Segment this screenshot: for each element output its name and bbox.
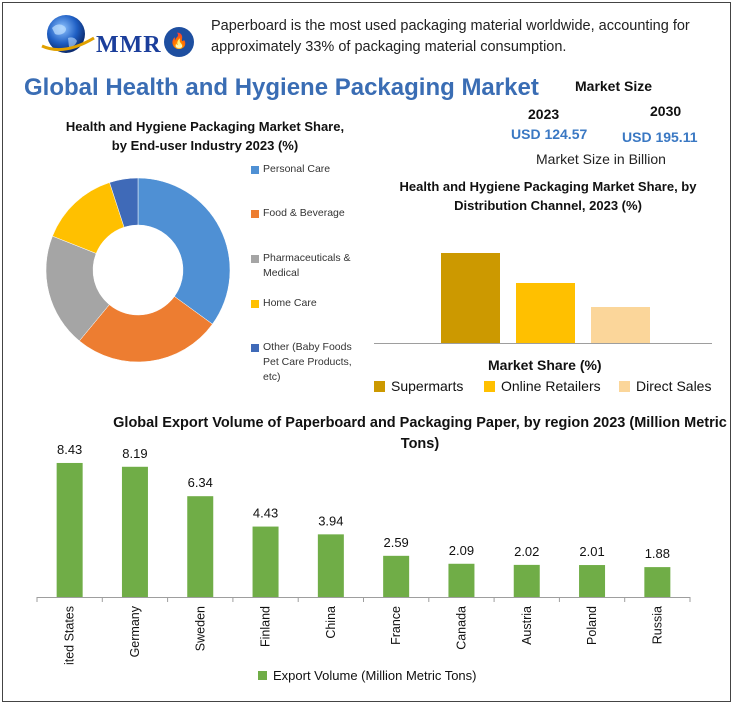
export-bar-russia — [644, 567, 671, 597]
market-size-year-2030: 2030 — [650, 103, 682, 119]
distribution-bar-3 — [591, 307, 650, 343]
export-category-label: Finland — [259, 606, 273, 647]
export-chart-title: Global Export Volume of Paperboard and P… — [113, 415, 727, 452]
export-bar-united-states — [56, 462, 83, 597]
donut-legend-item-5: Other (Baby Foods Pet Care Products, etc… — [251, 340, 361, 385]
export-bar-sweden — [187, 496, 214, 597]
donut-legend-label: Home Care — [263, 297, 317, 309]
distribution-legend-item-1: Supermarts — [374, 378, 463, 394]
donut-chart-title: Health and Hygiene Packaging Market Shar… — [65, 119, 345, 153]
fact-text: Paperboard is the most used packaging ma… — [211, 18, 690, 55]
export-bar-chart: 8.43 United States 8.19 Germany 6.34 Sweden 4.… — [36, 442, 691, 665]
page-title: Global Health and Hygiene Packaging Mark… — [24, 74, 539, 101]
export-data-label: 1.88 — [645, 546, 670, 561]
export-bar-germany — [121, 466, 148, 597]
donut-legend-item-4: Home Care — [251, 296, 363, 311]
export-bar-austria — [513, 564, 540, 597]
export-legend: Export Volume (Million Metric Tons) — [258, 668, 477, 683]
globe-icon — [41, 15, 95, 53]
export-data-label: 4.43 — [253, 506, 278, 521]
export-data-label: 2.01 — [579, 544, 604, 559]
distribution-x-axis-label: Market Share (%) — [488, 357, 602, 373]
distribution-legend-swatch — [619, 381, 630, 392]
export-data-label: 2.02 — [514, 544, 539, 559]
distribution-legend-item-3: Direct Sales — [619, 378, 711, 394]
market-size-title: Market Size — [575, 78, 653, 94]
export-category-label: Austria — [520, 606, 534, 645]
donut-slice-5 — [109, 177, 139, 228]
distribution-bar-1 — [441, 253, 500, 343]
donut-slice-2 — [79, 296, 213, 363]
donut-legend-label: Food & Beverage — [263, 207, 345, 219]
distribution-bar-2 — [516, 283, 575, 343]
export-bar-finland — [252, 526, 279, 597]
distribution-bar-chart — [374, 253, 712, 344]
donut-legend-label: Personal Care — [263, 163, 331, 175]
distribution-legend-swatch — [484, 381, 495, 392]
distribution-legend-swatch — [374, 381, 385, 392]
export-bar-china — [317, 534, 344, 597]
distribution-legend-item-2: Online Retailers — [484, 378, 601, 394]
export-legend-label: Export Volume (Million Metric Tons) — [273, 668, 477, 683]
export-category-label: Germany — [128, 605, 142, 657]
donut-legend-swatch — [251, 255, 259, 263]
export-data-label: 8.43 — [57, 442, 82, 457]
market-size-value-2023: USD 124.57 — [511, 126, 588, 142]
donut-legend-label: Other (Baby Foods Pet Care Products, etc… — [263, 341, 352, 383]
distribution-legend-label: Supermarts — [391, 378, 464, 394]
donut-legend-swatch — [251, 344, 259, 352]
export-bar-france — [383, 555, 410, 597]
market-size-year-2023: 2023 — [528, 106, 560, 122]
export-data-label: 3.94 — [318, 513, 343, 528]
donut-legend-swatch — [251, 300, 259, 308]
donut-legend-item-3: Pharmaceuticals & Medical — [251, 251, 363, 281]
export-category-label: France — [389, 606, 403, 645]
export-category-label: United States — [63, 606, 77, 665]
export-category-label: Sweden — [193, 606, 207, 651]
donut-chart — [45, 177, 231, 363]
export-category-label: Russia — [650, 606, 664, 644]
export-data-label: 6.34 — [188, 475, 213, 490]
export-bar-poland — [579, 565, 606, 597]
donut-legend-label: Pharmaceuticals & Medical — [263, 252, 351, 279]
donut-legend-swatch — [251, 210, 259, 218]
export-data-label: 8.19 — [122, 446, 147, 461]
mmr-logo: MMR — [38, 12, 161, 60]
donut-legend-swatch — [251, 166, 259, 174]
export-legend-swatch — [258, 671, 267, 680]
distribution-chart-title: Health and Hygiene Packaging Market Shar… — [399, 179, 697, 213]
export-data-label: 2.09 — [449, 543, 474, 558]
export-category-label: China — [324, 606, 338, 639]
distribution-legend-label: Online Retailers — [501, 378, 601, 394]
logo-text: MMR — [96, 32, 162, 58]
distribution-legend-label: Direct Sales — [636, 378, 712, 394]
market-size-unit: Market Size in Billion — [536, 151, 666, 167]
donut-legend-item-1: Personal Care — [251, 162, 363, 177]
export-category-label: Canada — [454, 606, 468, 650]
export-data-label: 2.59 — [383, 535, 408, 550]
donut-slice-1 — [137, 177, 231, 325]
donut-legend-item-2: Food & Beverage — [251, 206, 363, 221]
market-size-value-2030: USD 195.11 — [622, 129, 698, 145]
export-category-label: Poland — [585, 606, 599, 645]
flame-icon: 🔥 — [164, 27, 194, 57]
export-bar-canada — [448, 563, 475, 597]
